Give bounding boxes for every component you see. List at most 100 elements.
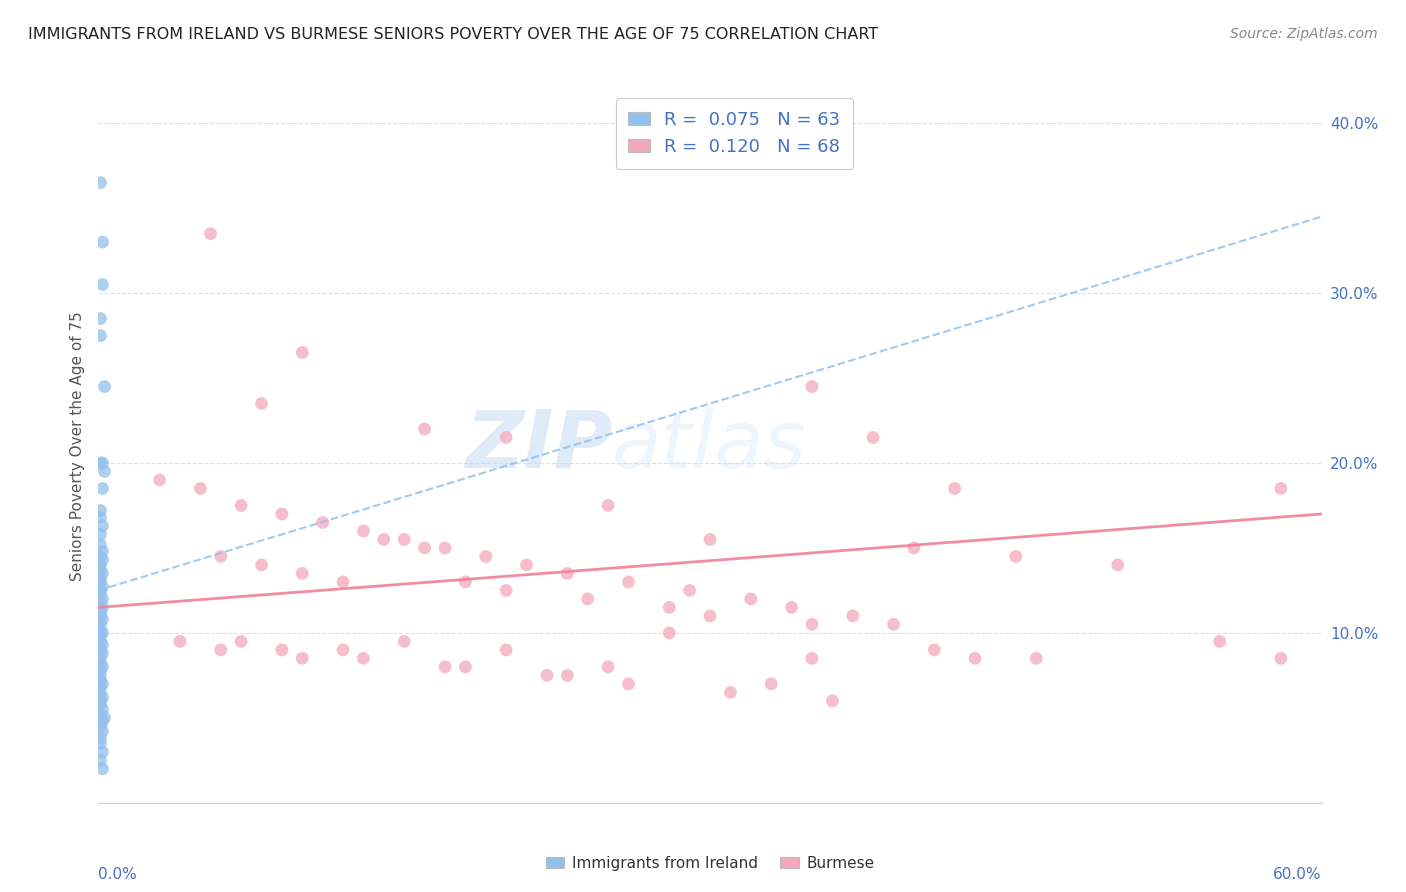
- Point: [250, 396, 273, 410]
- Point: [454, 574, 477, 589]
- Point: [454, 660, 477, 674]
- Point: [413, 422, 436, 436]
- Point: [91, 277, 114, 292]
- Point: [91, 646, 114, 660]
- Point: [332, 574, 354, 589]
- Point: [93, 711, 115, 725]
- Point: [91, 553, 114, 567]
- Point: [89, 673, 111, 688]
- Point: [352, 651, 374, 665]
- Point: [209, 549, 232, 564]
- Point: [89, 707, 111, 722]
- Point: [89, 629, 111, 643]
- Point: [89, 623, 111, 637]
- Text: 0.0%: 0.0%: [98, 867, 138, 882]
- Point: [89, 563, 111, 577]
- Text: IMMIGRANTS FROM IRELAND VS BURMESE SENIORS POVERTY OVER THE AGE OF 75 CORRELATIO: IMMIGRANTS FROM IRELAND VS BURMESE SENIO…: [28, 27, 879, 42]
- Point: [699, 533, 721, 547]
- Point: [801, 617, 824, 632]
- Point: [495, 583, 517, 598]
- Point: [89, 527, 111, 541]
- Point: [862, 430, 884, 444]
- Point: [89, 634, 111, 648]
- Point: [89, 574, 111, 589]
- Point: [89, 608, 111, 623]
- Point: [188, 482, 212, 496]
- Point: [883, 617, 905, 632]
- Point: [89, 572, 111, 586]
- Point: [91, 660, 114, 674]
- Point: [536, 668, 558, 682]
- Point: [598, 499, 620, 513]
- Point: [761, 677, 783, 691]
- Point: [474, 549, 498, 564]
- Point: [576, 591, 599, 606]
- Point: [434, 541, 457, 555]
- Point: [89, 595, 111, 609]
- Point: [332, 643, 354, 657]
- Point: [801, 379, 824, 393]
- Point: [89, 668, 111, 682]
- Point: [91, 482, 114, 496]
- Text: atlas: atlas: [612, 407, 807, 485]
- Point: [91, 591, 114, 606]
- Point: [89, 549, 111, 564]
- Point: [312, 516, 335, 530]
- Point: [89, 736, 111, 750]
- Point: [679, 583, 702, 598]
- Point: [392, 634, 416, 648]
- Point: [91, 677, 114, 691]
- Point: [89, 617, 111, 632]
- Point: [93, 379, 115, 393]
- Point: [1004, 549, 1026, 564]
- Point: [91, 456, 114, 470]
- Point: [89, 311, 111, 326]
- Point: [89, 503, 111, 517]
- Text: ZIP: ZIP: [465, 407, 612, 485]
- Point: [495, 643, 517, 657]
- Point: [89, 651, 111, 665]
- Point: [291, 345, 314, 359]
- Point: [434, 660, 457, 674]
- Point: [1107, 558, 1129, 572]
- Point: [91, 638, 114, 652]
- Point: [91, 690, 114, 705]
- Point: [91, 580, 114, 594]
- Point: [89, 685, 111, 699]
- Point: [780, 600, 803, 615]
- Point: [91, 724, 114, 739]
- Point: [922, 643, 945, 657]
- Point: [617, 677, 640, 691]
- Point: [89, 698, 111, 712]
- Point: [943, 482, 966, 496]
- Point: [91, 566, 114, 581]
- Point: [89, 643, 111, 657]
- Point: [392, 533, 416, 547]
- Point: [841, 608, 863, 623]
- Y-axis label: Seniors Poverty Over the Age of 75: Seniors Poverty Over the Age of 75: [69, 311, 84, 581]
- Point: [617, 574, 640, 589]
- Point: [149, 473, 172, 487]
- Point: [1270, 651, 1292, 665]
- Point: [270, 643, 294, 657]
- Point: [555, 566, 579, 581]
- Text: Source: ZipAtlas.com: Source: ZipAtlas.com: [1230, 27, 1378, 41]
- Point: [413, 541, 436, 555]
- Point: [91, 612, 114, 626]
- Point: [555, 668, 579, 682]
- Point: [658, 626, 681, 640]
- Point: [89, 606, 111, 620]
- Point: [740, 591, 762, 606]
- Point: [89, 583, 111, 598]
- Point: [270, 507, 294, 521]
- Point: [516, 558, 538, 572]
- Point: [209, 643, 232, 657]
- Point: [801, 651, 824, 665]
- Point: [93, 465, 115, 479]
- Point: [291, 651, 314, 665]
- Point: [903, 541, 925, 555]
- Point: [89, 558, 111, 572]
- Point: [91, 235, 114, 249]
- Point: [373, 533, 395, 547]
- Point: [91, 714, 114, 729]
